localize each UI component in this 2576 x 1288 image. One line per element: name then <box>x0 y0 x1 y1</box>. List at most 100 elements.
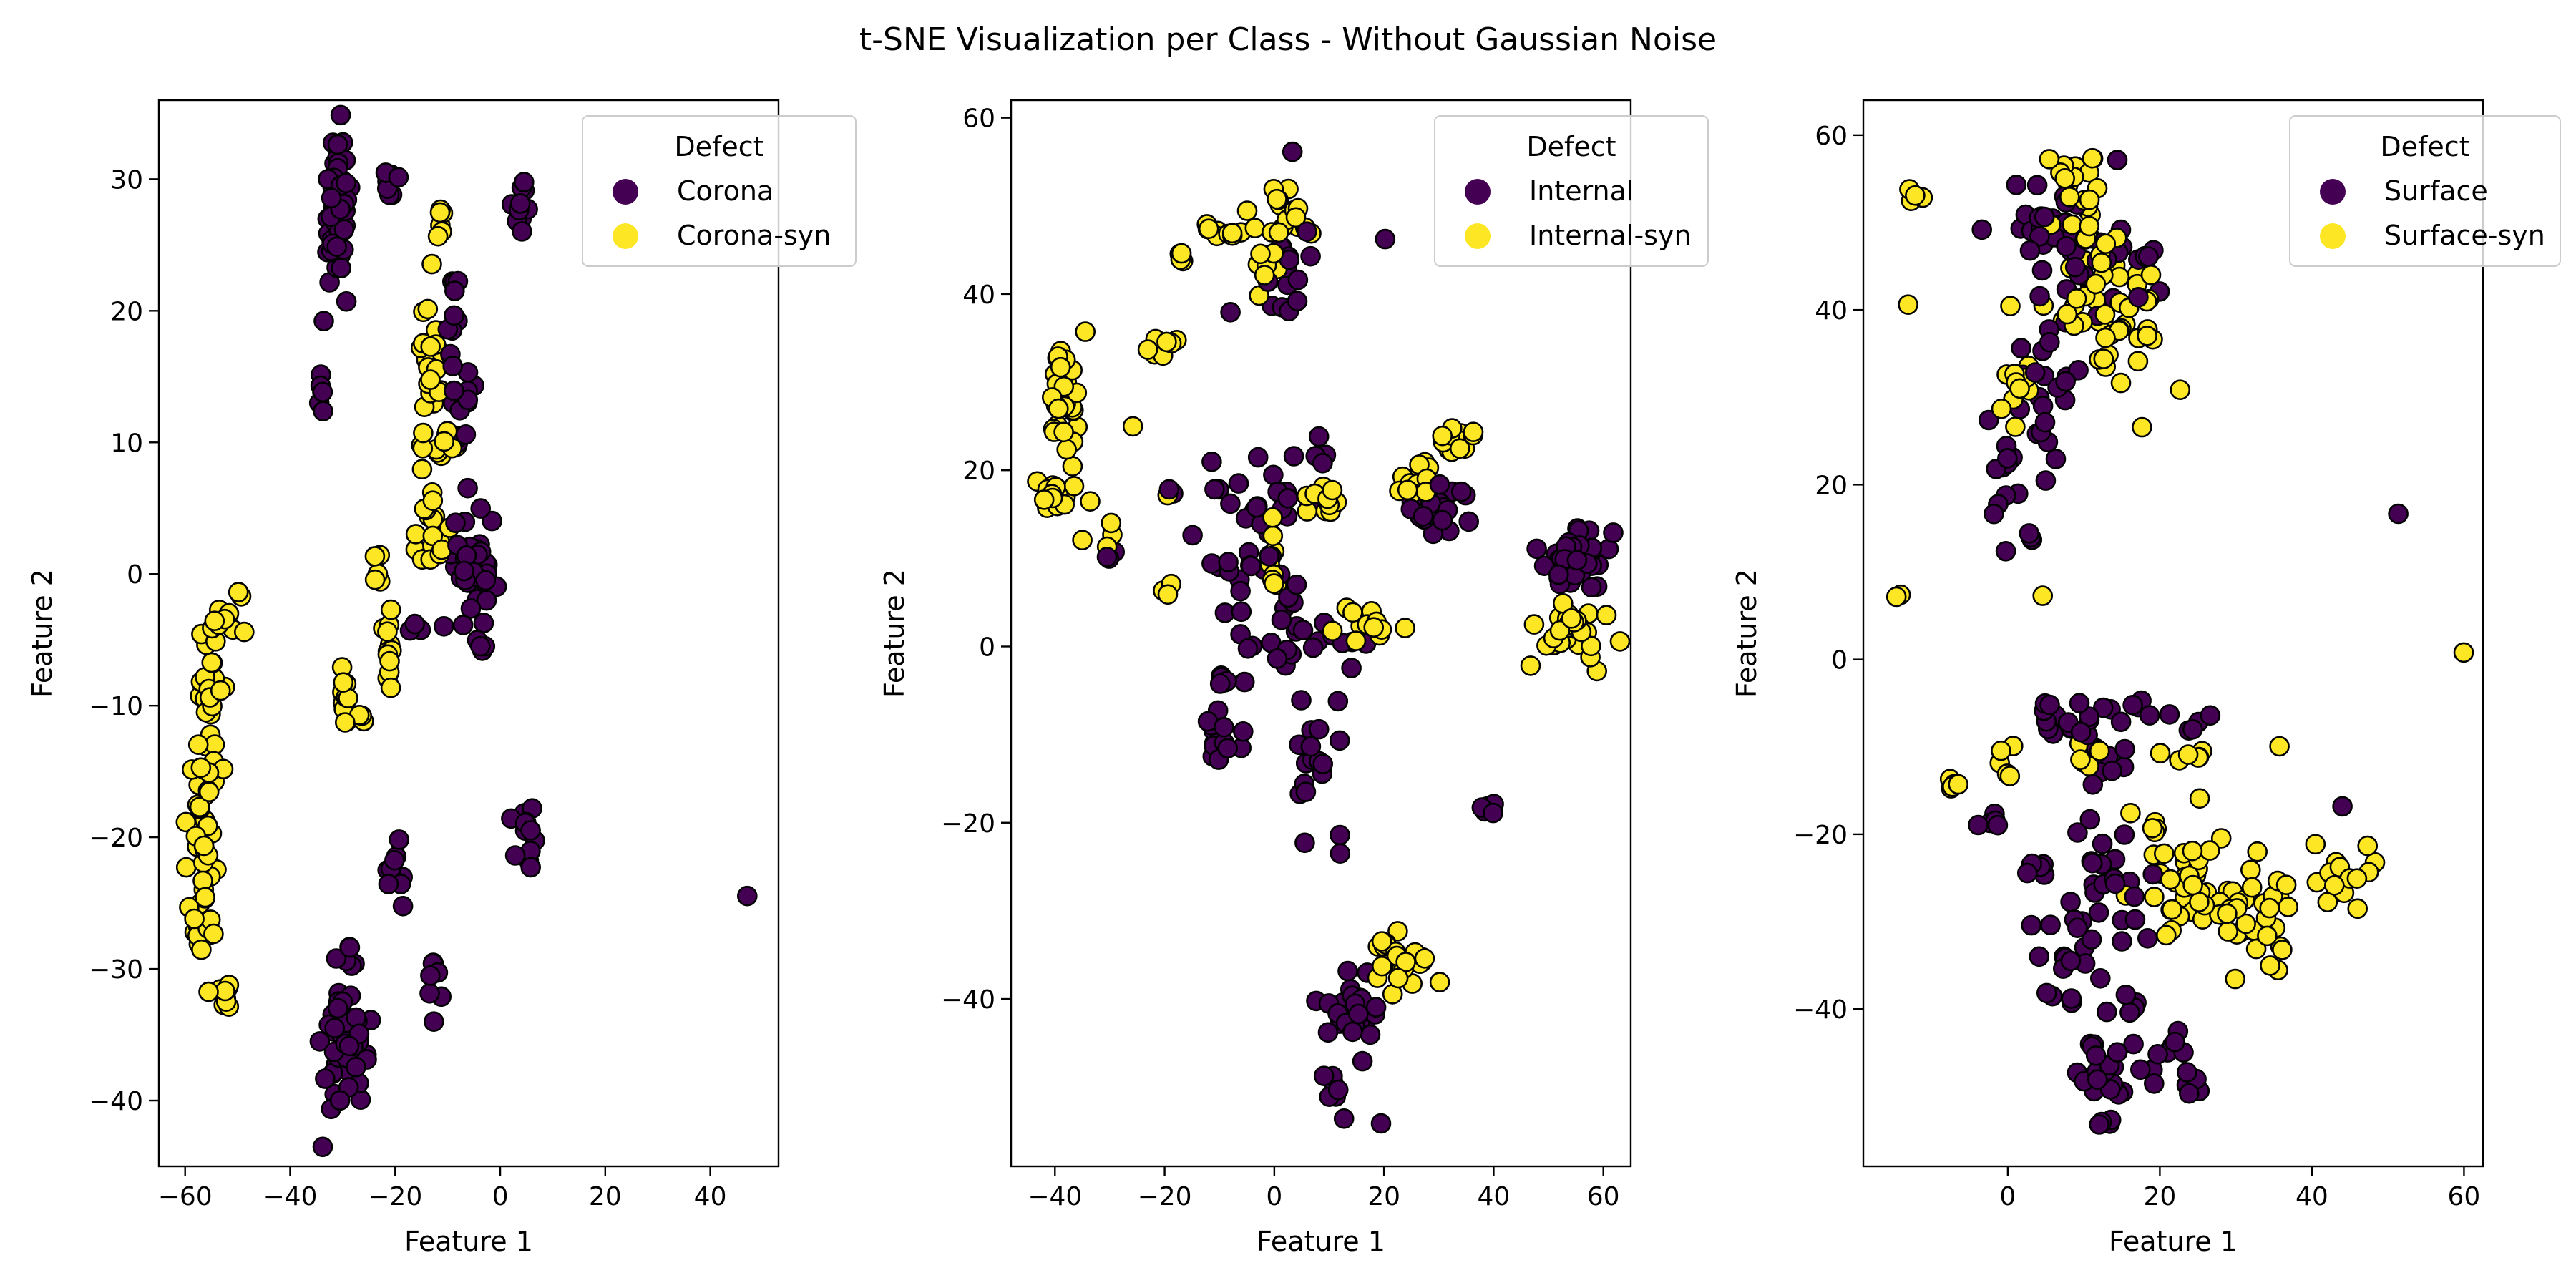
data-point-surface <box>2110 711 2132 733</box>
x-tick-label: 0 <box>1266 1182 1282 1211</box>
legend-title: Defect <box>2380 131 2469 162</box>
data-point-surface <box>2081 929 2102 950</box>
scatter-points <box>1027 141 1631 1134</box>
data-point-internal <box>1263 464 1284 486</box>
axes-frame <box>1010 99 1632 1168</box>
data-point-surface <box>2060 892 2081 912</box>
y-tick-label: −20 <box>1793 821 1848 850</box>
data-point-surface-syn <box>1948 774 1968 795</box>
data-point-surface-syn <box>2150 743 2171 763</box>
data-point-surface <box>2092 833 2113 854</box>
data-point-surface-syn <box>2347 898 2368 919</box>
data-point-surface-syn <box>2177 744 2199 765</box>
data-point-internal-syn <box>1156 331 1177 353</box>
data-point-surface <box>2115 985 2137 1005</box>
data-point-corona-syn <box>427 225 449 247</box>
data-point-corona <box>321 187 342 209</box>
data-point-surface <box>2119 1002 2140 1023</box>
data-point-surface <box>2069 693 2090 714</box>
data-point-internal-syn <box>1449 438 1470 459</box>
data-point-surface-syn <box>2269 736 2290 757</box>
data-point-internal <box>1413 506 1434 527</box>
data-point-surface <box>2031 260 2053 281</box>
x-tick-label: 40 <box>2296 1182 2328 1211</box>
data-point-surface <box>2102 760 2122 781</box>
data-point-corona <box>329 1090 351 1111</box>
data-point-surface <box>2019 523 2040 544</box>
data-point-internal <box>1548 564 1569 585</box>
data-point-corona-syn <box>201 652 223 673</box>
data-point-internal-syn <box>1062 456 1083 477</box>
data-point-internal <box>1348 1003 1369 1025</box>
data-point-internal-syn <box>1387 967 1409 989</box>
data-point-corona <box>330 104 351 126</box>
data-point-surface-syn <box>2189 892 2210 912</box>
data-point-corona <box>455 424 477 445</box>
data-point-internal-syn <box>1285 207 1307 228</box>
x-axis-label: Feature 1 <box>2109 1226 2238 1257</box>
legend-marker-surface-syn <box>2320 223 2346 249</box>
data-point-corona <box>333 219 355 240</box>
data-point-surface-syn <box>2278 897 2298 917</box>
data-point-internal-syn <box>1236 200 1258 221</box>
data-point-internal-syn <box>1053 421 1074 443</box>
data-point-corona <box>444 280 465 301</box>
data-point-surface-syn <box>2082 147 2103 169</box>
data-point-surface-syn <box>2346 868 2368 889</box>
y-tick-label: 0 <box>1831 646 1848 675</box>
data-point-internal-syn <box>1520 655 1541 676</box>
data-point-surface-syn <box>2218 921 2238 942</box>
data-point-internal-syn <box>1268 222 1289 243</box>
y-tick-label: 20 <box>1815 471 1848 500</box>
data-point-surface-syn <box>2144 887 2165 907</box>
data-point-internal <box>1292 620 1314 640</box>
data-point-internal-syn <box>1137 339 1158 360</box>
scatter-points <box>1885 147 2474 1135</box>
data-point-internal <box>1218 552 1239 572</box>
data-point-surface <box>2097 1001 2117 1023</box>
legend-marker-internal-syn <box>1465 223 1491 249</box>
data-point-surface <box>2182 718 2203 740</box>
legend-marker-internal <box>1465 179 1491 205</box>
data-point-surface <box>2159 704 2180 725</box>
y-tick-label: 30 <box>110 165 143 195</box>
data-point-surface <box>2034 411 2056 433</box>
data-point-corona <box>346 1007 367 1028</box>
data-point-surface-syn <box>2156 924 2177 946</box>
y-tick-label: −40 <box>1793 995 1848 1025</box>
data-point-corona <box>313 401 333 421</box>
data-point-surface <box>2039 331 2060 353</box>
data-point-internal-syn <box>1056 439 1077 460</box>
data-point-corona <box>392 896 414 917</box>
data-point-internal-syn <box>1372 955 1392 977</box>
data-point-surface-syn <box>2059 186 2080 208</box>
data-point-surface <box>2147 1044 2168 1065</box>
data-point-corona <box>513 172 535 192</box>
data-point-corona-syn <box>380 599 401 620</box>
data-point-internal <box>1458 511 1479 532</box>
data-point-surface <box>2064 256 2086 278</box>
data-point-internal-syn <box>1609 631 1631 652</box>
data-point-internal <box>1581 577 1602 598</box>
x-tick-label: −60 <box>158 1182 213 1211</box>
data-point-corona <box>469 635 491 657</box>
data-point-surface <box>2114 824 2135 845</box>
data-point-corona <box>326 948 347 969</box>
data-point-surface-syn <box>2162 899 2182 920</box>
data-point-corona-syn <box>198 981 219 1002</box>
data-point-surface-syn <box>2241 877 2263 898</box>
data-point-internal-syn <box>1267 188 1287 210</box>
data-point-internal <box>1330 824 1350 846</box>
data-point-internal <box>1220 493 1241 514</box>
data-point-internal-syn <box>1397 479 1418 501</box>
data-point-internal <box>1300 736 1322 757</box>
data-point-internal <box>1217 738 1238 759</box>
y-tick-label: −20 <box>89 824 143 853</box>
data-point-corona <box>313 311 334 332</box>
data-point-surface <box>2088 902 2109 923</box>
data-point-surface <box>2056 235 2077 257</box>
data-point-surface-syn <box>2142 818 2163 839</box>
data-point-internal-syn <box>1322 479 1343 501</box>
legend-label-surface-syn: Surface-syn <box>2384 220 2545 251</box>
data-point-internal-syn <box>1080 491 1101 512</box>
